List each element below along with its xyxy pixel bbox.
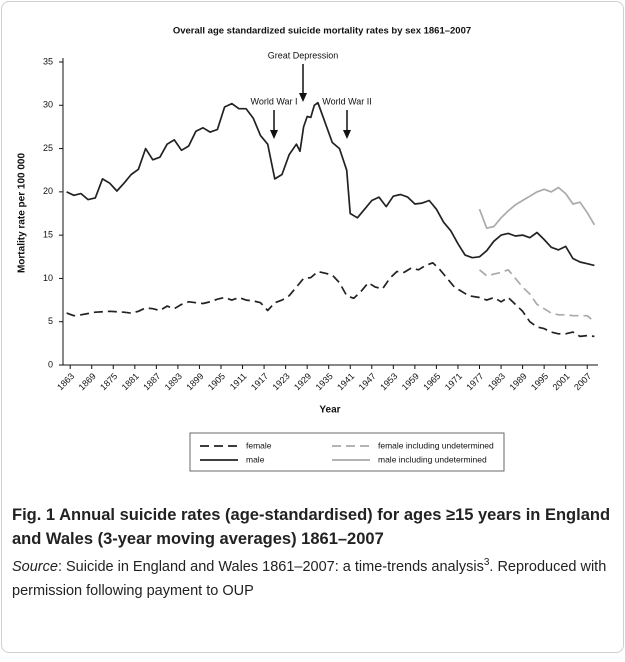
x-tick-label: 1959 xyxy=(400,371,421,392)
x-axis-label: Year xyxy=(319,405,340,416)
x-tick-label: 2007 xyxy=(572,371,593,392)
legend-box xyxy=(189,432,505,472)
y-tick-label: 20 xyxy=(43,186,53,196)
x-tick-label: 1941 xyxy=(335,371,356,392)
x-tick-label: 2001 xyxy=(551,371,572,392)
x-tick-label: 1911 xyxy=(228,371,249,392)
legend: female female including undetermined male m… xyxy=(189,432,505,472)
legend-label: female xyxy=(246,440,272,450)
caption-title-block: Fig. 1 Annual suicide rates (age-standar… xyxy=(12,503,616,551)
caption-title: Annual suicide rates (age-standardised) … xyxy=(12,506,611,548)
annotation-arrowhead xyxy=(299,93,307,102)
x-tick-label: 1977 xyxy=(464,371,485,392)
chart: Overall age standardized suicide mortali… xyxy=(17,26,598,472)
source-text: : Suicide in England and Wales 1861–2007… xyxy=(57,558,484,575)
x-tick-label: 1983 xyxy=(486,371,507,392)
series-line xyxy=(478,268,595,323)
x-tick-label: 1905 xyxy=(206,371,227,392)
x-tick-label: 1929 xyxy=(292,371,313,392)
x-tick-label: 1953 xyxy=(378,371,399,392)
y-tick-label: 15 xyxy=(43,230,53,240)
x-tick-label: 1881 xyxy=(120,371,141,392)
x-tick-label: 1971 xyxy=(443,371,464,392)
x-tick-label: 1923 xyxy=(270,371,291,392)
x-tick-label: 1887 xyxy=(141,371,162,392)
y-tick-label: 25 xyxy=(43,143,53,153)
y-tick-label: 10 xyxy=(43,273,53,283)
annotations: World War I Great Depression World War I… xyxy=(250,50,372,139)
legend-label: male including undetermined xyxy=(378,454,487,464)
chart-title: Overall age standardized suicide mortali… xyxy=(173,26,471,37)
y-tick-label: 30 xyxy=(43,100,53,110)
caption: Fig. 1 Annual suicide rates (age-standar… xyxy=(12,503,616,603)
x-tick-label: 1869 xyxy=(77,371,98,392)
series-line xyxy=(66,261,595,338)
y-tick-label: 0 xyxy=(48,359,53,369)
annotation: World War I xyxy=(250,96,297,106)
x-tick-label: 1995 xyxy=(529,371,550,392)
figure-label: Fig. 1 xyxy=(12,506,56,524)
annotation: World War II xyxy=(322,96,372,106)
y-tick-label: 5 xyxy=(48,316,53,326)
x-tick-label: 1893 xyxy=(163,371,184,392)
annotation: Great Depression xyxy=(268,50,339,60)
x-tick-label: 1863 xyxy=(55,371,76,392)
legend-label: male xyxy=(246,454,265,464)
series-line xyxy=(478,186,596,230)
x-tick-label: 1935 xyxy=(314,371,335,392)
source-tail: . Reproduced with permission following p… xyxy=(12,558,607,599)
caption-source: Source: Suicide in England and Wales 186… xyxy=(12,551,616,603)
x-tick-label: 1989 xyxy=(507,371,528,392)
x-tick-label: 1875 xyxy=(98,371,119,392)
x-tick-label: 1899 xyxy=(184,371,205,392)
series-line xyxy=(66,101,595,267)
x-tick-label: 1965 xyxy=(421,371,442,392)
x-tick-label: 1947 xyxy=(357,371,378,392)
source-label: Source xyxy=(12,558,58,575)
x-tick-label: 1917 xyxy=(249,371,270,392)
y-tick-label: 35 xyxy=(43,56,53,66)
annotation-arrowhead xyxy=(270,130,278,139)
legend-label: female including undetermined xyxy=(378,440,494,450)
y-axis-label: Mortality rate per 100 000 xyxy=(17,153,28,273)
annotation-arrowhead xyxy=(343,130,351,139)
source-ref: 3 xyxy=(483,557,490,568)
